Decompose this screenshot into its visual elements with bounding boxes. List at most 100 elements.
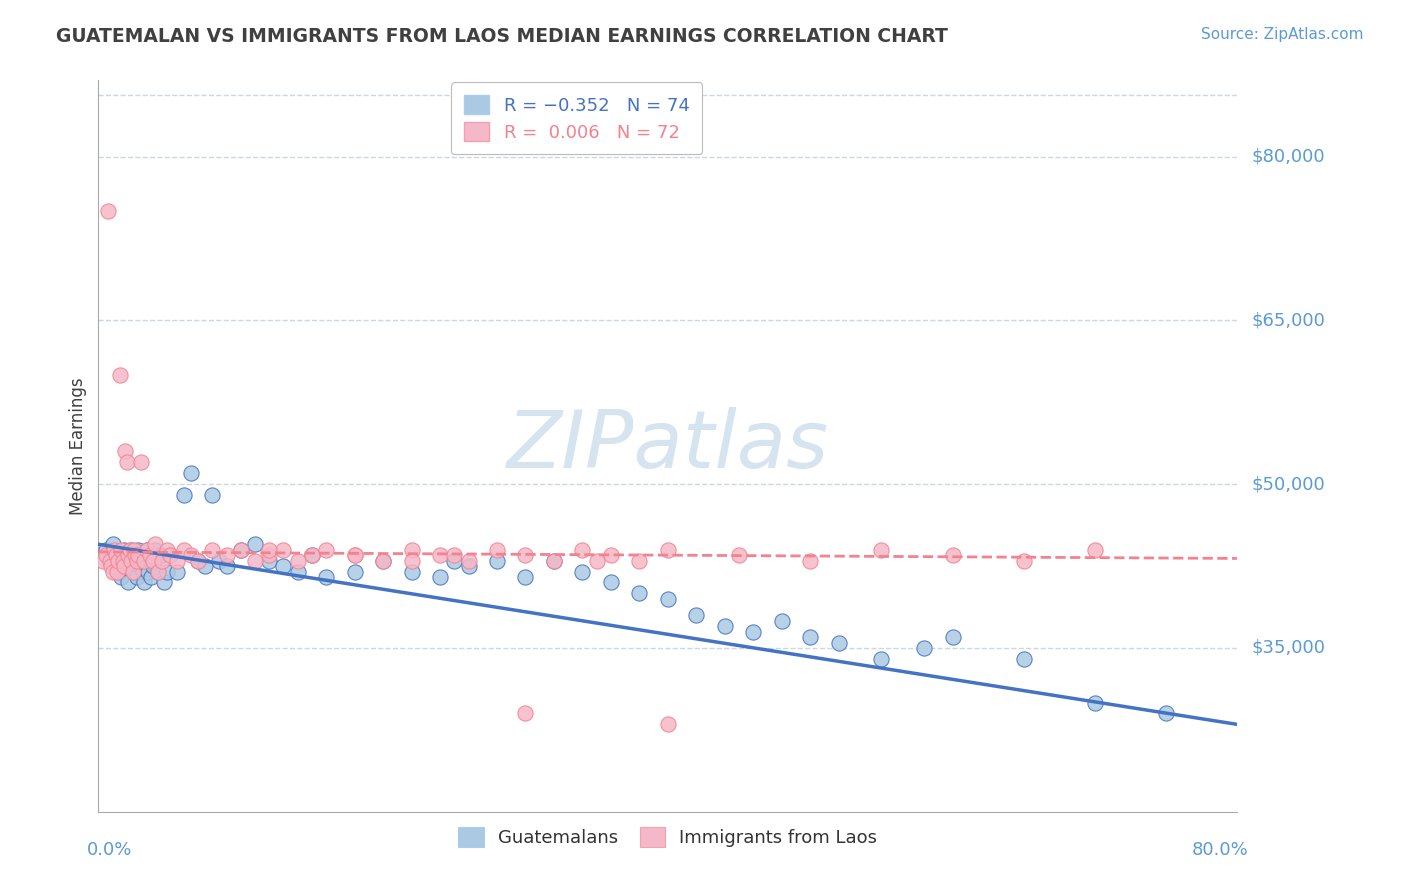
Point bbox=[180, 548, 202, 562]
Point bbox=[457, 559, 479, 574]
Point bbox=[728, 548, 751, 562]
Point bbox=[156, 542, 179, 557]
Point bbox=[287, 565, 309, 579]
Point bbox=[799, 554, 821, 568]
Point bbox=[128, 559, 150, 574]
Point bbox=[870, 542, 893, 557]
Point bbox=[301, 548, 323, 562]
Point bbox=[100, 559, 122, 574]
Point bbox=[942, 630, 965, 644]
Point bbox=[571, 542, 593, 557]
Point bbox=[208, 554, 231, 568]
Point bbox=[148, 565, 170, 579]
Point bbox=[127, 548, 149, 562]
Point bbox=[166, 554, 188, 568]
Point bbox=[107, 554, 129, 568]
Text: ZIPatlas: ZIPatlas bbox=[506, 407, 830, 485]
Point bbox=[585, 554, 607, 568]
Text: GUATEMALAN VS IMMIGRANTS FROM LAOS MEDIAN EARNINGS CORRELATION CHART: GUATEMALAN VS IMMIGRANTS FROM LAOS MEDIA… bbox=[56, 27, 948, 45]
Point bbox=[112, 542, 135, 557]
Point bbox=[132, 575, 155, 590]
Point bbox=[101, 565, 124, 579]
Point bbox=[114, 554, 136, 568]
Point bbox=[127, 542, 149, 557]
Point bbox=[150, 548, 173, 562]
Point bbox=[600, 548, 623, 562]
Text: $50,000: $50,000 bbox=[1251, 475, 1324, 493]
Point bbox=[486, 542, 509, 557]
Point bbox=[828, 635, 851, 649]
Point bbox=[180, 467, 202, 481]
Point bbox=[194, 559, 217, 574]
Point bbox=[243, 537, 266, 551]
Point bbox=[122, 565, 145, 579]
Point bbox=[138, 554, 160, 568]
Text: 0.0%: 0.0% bbox=[87, 841, 132, 859]
Point bbox=[159, 548, 181, 562]
Point bbox=[132, 554, 155, 568]
Text: 80.0%: 80.0% bbox=[1192, 841, 1249, 859]
Point bbox=[273, 559, 295, 574]
Legend: Guatemalans, Immigrants from Laos: Guatemalans, Immigrants from Laos bbox=[447, 816, 889, 857]
Point bbox=[117, 575, 139, 590]
Point bbox=[543, 554, 565, 568]
Point bbox=[401, 554, 423, 568]
Text: $65,000: $65,000 bbox=[1251, 311, 1324, 329]
Point bbox=[97, 204, 120, 219]
Point bbox=[443, 548, 465, 562]
Point bbox=[108, 368, 131, 382]
Point bbox=[543, 554, 565, 568]
Point bbox=[142, 554, 165, 568]
Point bbox=[628, 586, 651, 600]
Point bbox=[135, 542, 157, 557]
Point bbox=[138, 548, 160, 562]
Point bbox=[229, 542, 252, 557]
Point bbox=[108, 565, 131, 579]
Point bbox=[201, 488, 224, 502]
Point bbox=[443, 554, 465, 568]
Text: $80,000: $80,000 bbox=[1251, 148, 1324, 166]
Point bbox=[243, 554, 266, 568]
Point bbox=[628, 554, 651, 568]
Point bbox=[136, 565, 159, 579]
Point bbox=[173, 542, 195, 557]
Point bbox=[159, 548, 181, 562]
Point bbox=[515, 706, 537, 721]
Point bbox=[145, 537, 167, 551]
Point bbox=[118, 548, 141, 562]
Point bbox=[94, 548, 117, 562]
Point bbox=[187, 554, 209, 568]
Point bbox=[187, 554, 209, 568]
Point bbox=[685, 608, 707, 623]
Point bbox=[134, 548, 156, 562]
Point bbox=[301, 548, 323, 562]
Point bbox=[373, 554, 395, 568]
Point bbox=[870, 652, 893, 666]
Point bbox=[259, 542, 281, 557]
Point bbox=[201, 542, 224, 557]
Point bbox=[429, 548, 451, 562]
Point bbox=[515, 548, 537, 562]
Point bbox=[120, 554, 142, 568]
Point bbox=[714, 619, 737, 633]
Point bbox=[657, 542, 679, 557]
Point bbox=[121, 565, 143, 579]
Point bbox=[125, 570, 148, 584]
Point bbox=[94, 542, 117, 557]
Point bbox=[1154, 706, 1177, 721]
Point bbox=[799, 630, 821, 644]
Point bbox=[770, 614, 793, 628]
Point bbox=[124, 548, 146, 562]
Point bbox=[105, 565, 128, 579]
Point bbox=[259, 554, 281, 568]
Point bbox=[103, 542, 125, 557]
Text: Source: ZipAtlas.com: Source: ZipAtlas.com bbox=[1201, 27, 1364, 42]
Point bbox=[1084, 542, 1107, 557]
Point bbox=[129, 554, 152, 568]
Point bbox=[287, 554, 309, 568]
Point bbox=[657, 591, 679, 606]
Point bbox=[343, 548, 366, 562]
Point bbox=[156, 565, 179, 579]
Point bbox=[942, 548, 965, 562]
Point bbox=[131, 565, 153, 579]
